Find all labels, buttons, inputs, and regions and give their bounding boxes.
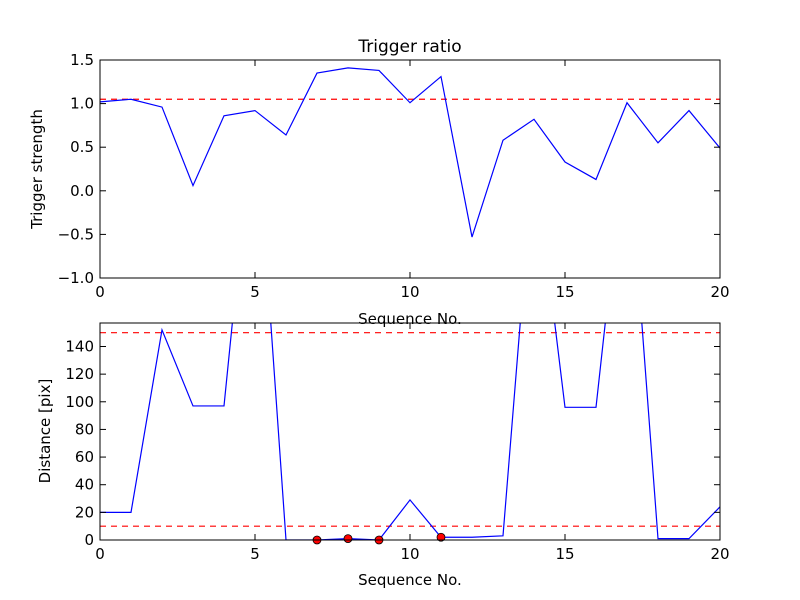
top-xtick-label-3: 15 bbox=[555, 283, 574, 301]
top-xtick-label-4: 20 bbox=[710, 283, 729, 301]
bottom-y-ticks: 0 20 40 60 80 100 120 140 bbox=[65, 337, 720, 549]
top-plot-frame bbox=[99, 59, 721, 279]
bottom-plot-frame bbox=[99, 322, 721, 541]
top-chart-title: Trigger ratio bbox=[357, 37, 461, 57]
bottom-series-line-0 bbox=[100, 323, 720, 540]
top-series-line-0 bbox=[100, 67, 720, 238]
bottom-threshold-lines bbox=[100, 332, 720, 527]
top-x-ticks: 0 5 10 15 20 bbox=[95, 60, 730, 301]
bottom-marker-3 bbox=[436, 532, 446, 542]
top-y-axis-label: Trigger strength bbox=[28, 109, 46, 230]
bottom-ytick-label-0: 0 bbox=[84, 531, 94, 549]
bottom-ytick-label-2: 40 bbox=[75, 476, 94, 494]
top-ytick-label-5: 1.5 bbox=[70, 51, 94, 69]
bottom-ytick-label-5: 100 bbox=[65, 393, 94, 411]
bottom-y-axis-label: Distance [pix] bbox=[36, 379, 54, 484]
top-xtick-label-0: 0 bbox=[95, 283, 105, 301]
bottom-xtick-label-2: 10 bbox=[400, 545, 419, 563]
top-series bbox=[100, 67, 720, 238]
top-ytick-label-2: 0.0 bbox=[70, 182, 94, 200]
top-ytick-label-0: −1.0 bbox=[58, 269, 94, 287]
bottom-ytick-label-3: 60 bbox=[75, 448, 94, 466]
bottom-markers bbox=[312, 532, 446, 545]
top-xtick-label-1: 5 bbox=[250, 283, 260, 301]
bottom-plot: 0 5 10 15 20 0 20 40 60 80 100 120 140 Sequence No.… bbox=[36, 322, 730, 589]
bottom-ytick-label-1: 20 bbox=[75, 503, 94, 521]
bottom-ytick-label-7: 140 bbox=[65, 337, 94, 355]
bottom-xtick-label-3: 15 bbox=[555, 545, 574, 563]
top-ytick-label-1: −0.5 bbox=[58, 225, 94, 243]
top-y-ticks: −1.0 −0.5 0.0 0.5 1.0 1.5 bbox=[58, 51, 720, 287]
bottom-xtick-label-0: 0 bbox=[95, 545, 105, 563]
top-ytick-label-3: 0.5 bbox=[70, 138, 94, 156]
bottom-xtick-label-4: 20 bbox=[710, 545, 729, 563]
top-plot: Trigger ratio 0 5 10 15 20 −1.0 −0.5 0.0 0.5 1.0… bbox=[28, 37, 730, 328]
bottom-xtick-label-1: 5 bbox=[250, 545, 260, 563]
bottom-x-ticks: 0 5 10 15 20 bbox=[95, 323, 730, 563]
top-ytick-label-4: 1.0 bbox=[70, 95, 94, 113]
bottom-series bbox=[100, 323, 720, 540]
bottom-x-axis-label: Sequence No. bbox=[358, 571, 462, 589]
bottom-ytick-label-4: 80 bbox=[75, 420, 94, 438]
top-xtick-label-2: 10 bbox=[400, 283, 419, 301]
bottom-ytick-label-6: 120 bbox=[65, 365, 94, 383]
bottom-marker-1 bbox=[343, 534, 353, 544]
